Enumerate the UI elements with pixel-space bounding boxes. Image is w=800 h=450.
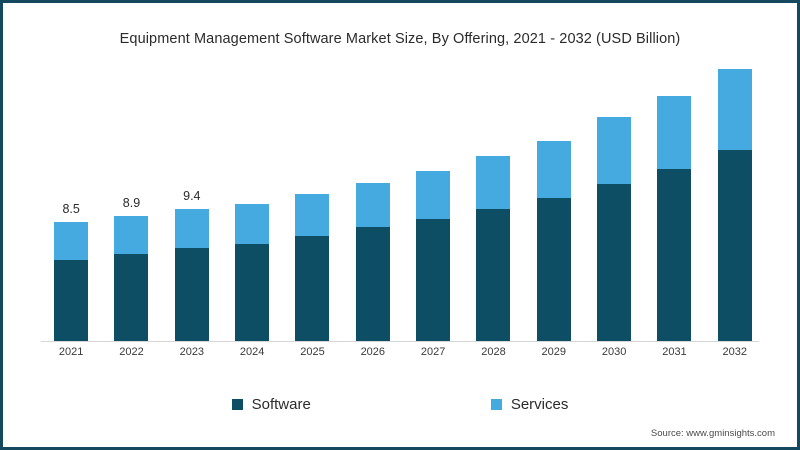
bar-series-container: 8.5 8.9 9.4 — [41, 69, 765, 341]
bar-segment-software[interactable] — [114, 254, 149, 341]
bar-segment-services[interactable] — [295, 193, 330, 236]
square-swatch-icon — [231, 399, 243, 410]
bar-segment-software[interactable] — [355, 227, 390, 341]
bar-group[interactable]: 8.9 — [101, 69, 161, 341]
bar-group[interactable] — [705, 69, 765, 341]
bar-segment-software[interactable] — [54, 259, 89, 341]
x-tick-label: 2030 — [601, 346, 627, 358]
source-note: Source: www.gminsights.com — [650, 428, 775, 439]
stacked-bar[interactable] — [295, 193, 330, 341]
bar-segment-software[interactable] — [476, 209, 511, 341]
x-tick-label: 2029 — [541, 346, 567, 358]
legend-label: Software — [251, 396, 311, 413]
plot-area: 8.5 8.9 9.4 — [41, 69, 765, 341]
bar-segment-software[interactable] — [295, 235, 330, 341]
bar-segment-software[interactable] — [597, 183, 632, 341]
x-tick-label: 2022 — [119, 346, 144, 358]
legend-item-software[interactable]: Software — [231, 396, 311, 413]
x-tick-label: 2024 — [239, 346, 265, 358]
bar-segment-services[interactable] — [536, 140, 571, 198]
x-tick-label: 2023 — [179, 346, 205, 358]
x-tick-label: 2032 — [722, 346, 748, 358]
stacked-bar[interactable] — [235, 203, 270, 341]
bar-segment-services[interactable] — [416, 171, 451, 220]
bar-value-label: 8.5 — [62, 201, 80, 216]
stacked-bar[interactable] — [355, 182, 390, 341]
bar-segment-software[interactable] — [235, 244, 270, 341]
bar-group[interactable] — [644, 69, 704, 341]
stacked-bar[interactable] — [657, 95, 692, 341]
square-swatch-icon — [490, 399, 502, 410]
stacked-bar[interactable] — [476, 155, 511, 341]
bar-group[interactable]: 9.4 — [162, 69, 222, 341]
bar-segment-software[interactable] — [174, 248, 209, 341]
bar-group[interactable] — [584, 69, 644, 341]
bar-group[interactable] — [282, 69, 342, 341]
legend-label: Services — [510, 396, 569, 413]
bar-segment-services[interactable] — [54, 221, 89, 260]
stacked-bar[interactable] — [536, 140, 571, 341]
bar-group[interactable] — [222, 69, 282, 341]
stacked-bar[interactable]: 8.9 — [114, 196, 149, 341]
bar-group[interactable] — [524, 69, 584, 341]
bar-segment-software[interactable] — [657, 168, 692, 341]
stacked-bar[interactable] — [416, 171, 451, 341]
x-tick-label: 2028 — [481, 346, 506, 358]
chart-legend: Software Services — [3, 396, 797, 413]
stacked-bar[interactable] — [597, 116, 632, 341]
x-tick-label: 2021 — [58, 346, 84, 358]
bar-value-label: 9.4 — [183, 189, 201, 204]
bar-segment-services[interactable] — [597, 116, 632, 184]
x-axis-tick-labels: 2021 2022 2023 2024 2025 2026 2027 2028 2029 2030… — [41, 346, 765, 358]
x-tick-label: 2025 — [300, 346, 325, 358]
bar-segment-software[interactable] — [717, 150, 752, 341]
bar-group[interactable]: 8.5 — [41, 69, 101, 341]
bar-segment-services[interactable] — [476, 155, 511, 210]
stacked-bar[interactable] — [717, 69, 752, 341]
bar-segment-services[interactable] — [355, 182, 390, 228]
bar-segment-software[interactable] — [536, 198, 571, 341]
x-tick-label: 2026 — [360, 346, 386, 358]
chart-title: Equipment Management Software Market Siz… — [119, 31, 681, 47]
x-tick-label: 2027 — [420, 346, 446, 358]
stacked-bar[interactable]: 8.5 — [54, 202, 89, 341]
bar-segment-software[interactable] — [416, 219, 451, 341]
bar-group[interactable] — [343, 69, 403, 341]
bar-segment-services[interactable] — [235, 203, 270, 245]
x-axis-line — [41, 341, 759, 342]
bar-segment-services[interactable] — [174, 209, 209, 249]
legend-item-services[interactable]: Services — [490, 396, 569, 413]
x-tick-label: 2031 — [662, 346, 687, 358]
bar-group[interactable] — [463, 69, 523, 341]
bar-value-label: 8.9 — [122, 196, 141, 211]
bar-segment-services[interactable] — [717, 69, 752, 151]
bar-group[interactable] — [403, 69, 463, 341]
bar-segment-services[interactable] — [114, 216, 149, 255]
bar-segment-services[interactable] — [657, 95, 692, 169]
stacked-bar[interactable]: 9.4 — [174, 189, 209, 341]
